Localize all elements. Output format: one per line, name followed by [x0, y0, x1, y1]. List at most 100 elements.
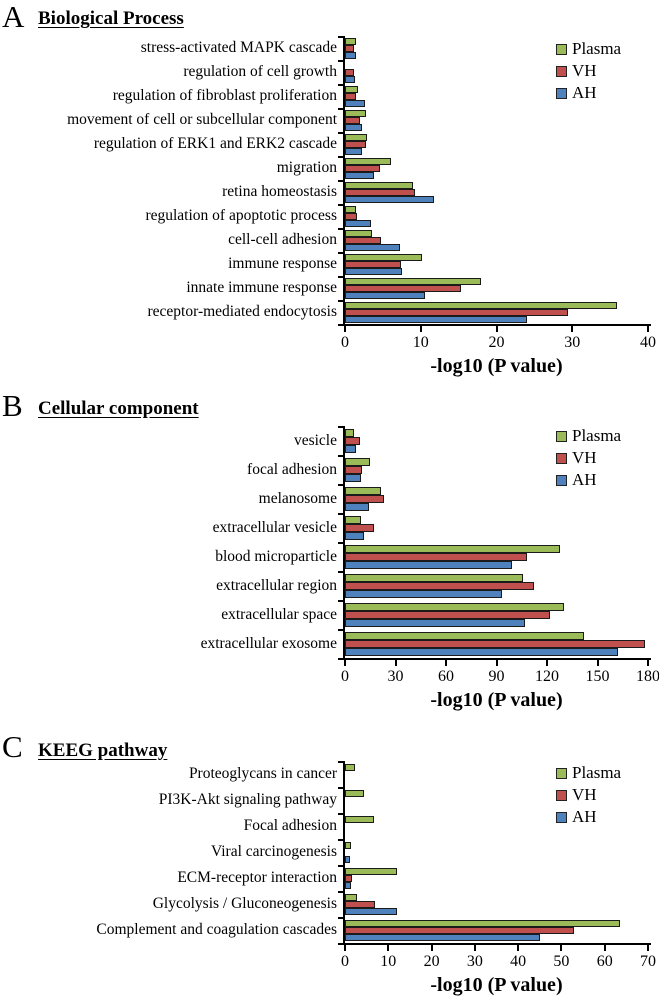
- category-label: retina homeostasis: [222, 183, 337, 200]
- y-tick-mark: [338, 108, 343, 110]
- x-tick-mark: [473, 945, 476, 951]
- bar-plasma: [345, 38, 356, 45]
- x-axis-title: -log10 (P value): [430, 974, 563, 996]
- bar-plasma: [345, 920, 620, 927]
- y-tick-mark: [338, 60, 343, 62]
- bar-plasma: [345, 842, 351, 849]
- y-tick-mark: [338, 484, 343, 486]
- bar-plasma: [345, 158, 391, 165]
- y-tick-mark: [338, 455, 343, 457]
- bar-plasma: [345, 134, 367, 141]
- x-tick-label: 0: [341, 334, 349, 351]
- x-axis-title: -log10 (P value): [430, 355, 563, 377]
- category-label: PI3K-Akt signaling pathway: [158, 791, 337, 808]
- bar-ah: [345, 52, 356, 59]
- category-label: innate immune response: [186, 279, 337, 296]
- category-label: Viral carcinogenesis: [210, 843, 337, 860]
- bar-vh: [345, 437, 360, 445]
- x-tick-label: 20: [423, 953, 440, 970]
- category-label: focal adhesion: [247, 460, 337, 478]
- bar-ah: [345, 76, 355, 83]
- x-tick-label: 10: [380, 953, 397, 970]
- y-tick-mark: [338, 84, 343, 86]
- bar-ah: [345, 445, 356, 453]
- category-label: Focal adhesion: [243, 817, 337, 834]
- bar-ah: [345, 172, 374, 179]
- bar-ah: [345, 561, 512, 569]
- bar-plasma: [345, 894, 357, 901]
- y-tick-mark: [338, 252, 343, 254]
- x-tick-mark: [344, 326, 346, 332]
- bar-ah: [345, 474, 361, 482]
- bar-plasma: [345, 816, 374, 823]
- bar-plasma: [345, 790, 364, 797]
- category-label: cell-cell adhesion: [228, 231, 337, 248]
- bar-vh: [345, 45, 354, 52]
- y-tick-mark: [338, 180, 343, 182]
- x-tick-mark: [647, 945, 649, 951]
- panel-title-biological-process: Biological Process: [38, 8, 184, 29]
- x-tick-mark: [517, 945, 520, 951]
- y-tick-mark: [338, 542, 343, 544]
- x-tick-mark: [495, 326, 498, 332]
- y-tick-mark: [338, 813, 343, 815]
- y-tick-mark: [338, 571, 343, 573]
- panel-letter-c: C: [2, 729, 23, 764]
- x-tick-label: 30: [564, 334, 581, 351]
- category-label: regulation of fibroblast proliferation: [112, 87, 337, 104]
- x-tick-label: 150: [585, 668, 610, 685]
- x-tick-mark: [546, 660, 548, 666]
- category-label: regulation of ERK1 and ERK2 cascade: [93, 135, 337, 152]
- legend-swatch-vh: [556, 790, 567, 801]
- bar-ah: [345, 196, 434, 203]
- bar-plasma: [345, 603, 564, 611]
- bar-plasma: [345, 429, 354, 437]
- category-label: regulation of cell growth: [183, 63, 337, 80]
- y-tick-mark: [338, 865, 343, 867]
- x-axis-line: [343, 324, 651, 326]
- x-tick-label: 60: [596, 953, 613, 970]
- x-tick-label: 0: [341, 668, 349, 685]
- y-tick-mark: [338, 629, 343, 631]
- x-tick-mark: [647, 326, 649, 332]
- legend-label-ah: AH: [572, 470, 597, 489]
- bar-vh: [345, 189, 415, 196]
- legend-swatch-ah: [556, 475, 567, 486]
- bar-plasma: [345, 574, 523, 582]
- y-axis-line: [343, 426, 345, 660]
- bar-vh: [345, 93, 356, 100]
- bar-ah: [345, 244, 400, 251]
- legend-label-plasma: Plasma: [572, 763, 622, 782]
- bar-plasma: [345, 86, 358, 93]
- legend-swatch-plasma: [556, 431, 567, 442]
- x-tick-label: 180: [636, 668, 659, 685]
- x-tick-label: 10: [412, 334, 429, 351]
- bar-vh: [345, 261, 401, 268]
- bar-ah: [345, 934, 540, 941]
- x-tick-label: 70: [640, 953, 656, 970]
- category-label: immune response: [228, 255, 337, 272]
- x-tick-mark: [394, 660, 397, 666]
- bar-vh: [345, 901, 375, 908]
- x-tick-mark: [571, 326, 574, 332]
- y-tick-mark: [338, 891, 343, 893]
- y-tick-mark: [338, 228, 343, 230]
- bar-vh: [345, 237, 381, 244]
- x-tick-mark: [647, 660, 649, 666]
- bar-vh: [345, 117, 360, 124]
- x-tick-mark: [445, 660, 447, 666]
- bar-plasma: [345, 487, 381, 495]
- legend-label-ah: AH: [572, 807, 597, 826]
- bar-plasma: [345, 278, 481, 285]
- category-label: extracellular exosome: [200, 634, 337, 652]
- bar-vh: [345, 553, 527, 561]
- y-tick-mark: [338, 426, 343, 428]
- bar-plasma: [345, 302, 617, 309]
- category-label: ECM-receptor interaction: [177, 869, 337, 886]
- legend-label-plasma: Plasma: [572, 426, 622, 445]
- bar-ah: [345, 292, 425, 299]
- category-label: melanosome: [258, 489, 337, 507]
- legend-label-ah: AH: [572, 83, 597, 102]
- category-label: Proteoglycans in cancer: [188, 765, 337, 782]
